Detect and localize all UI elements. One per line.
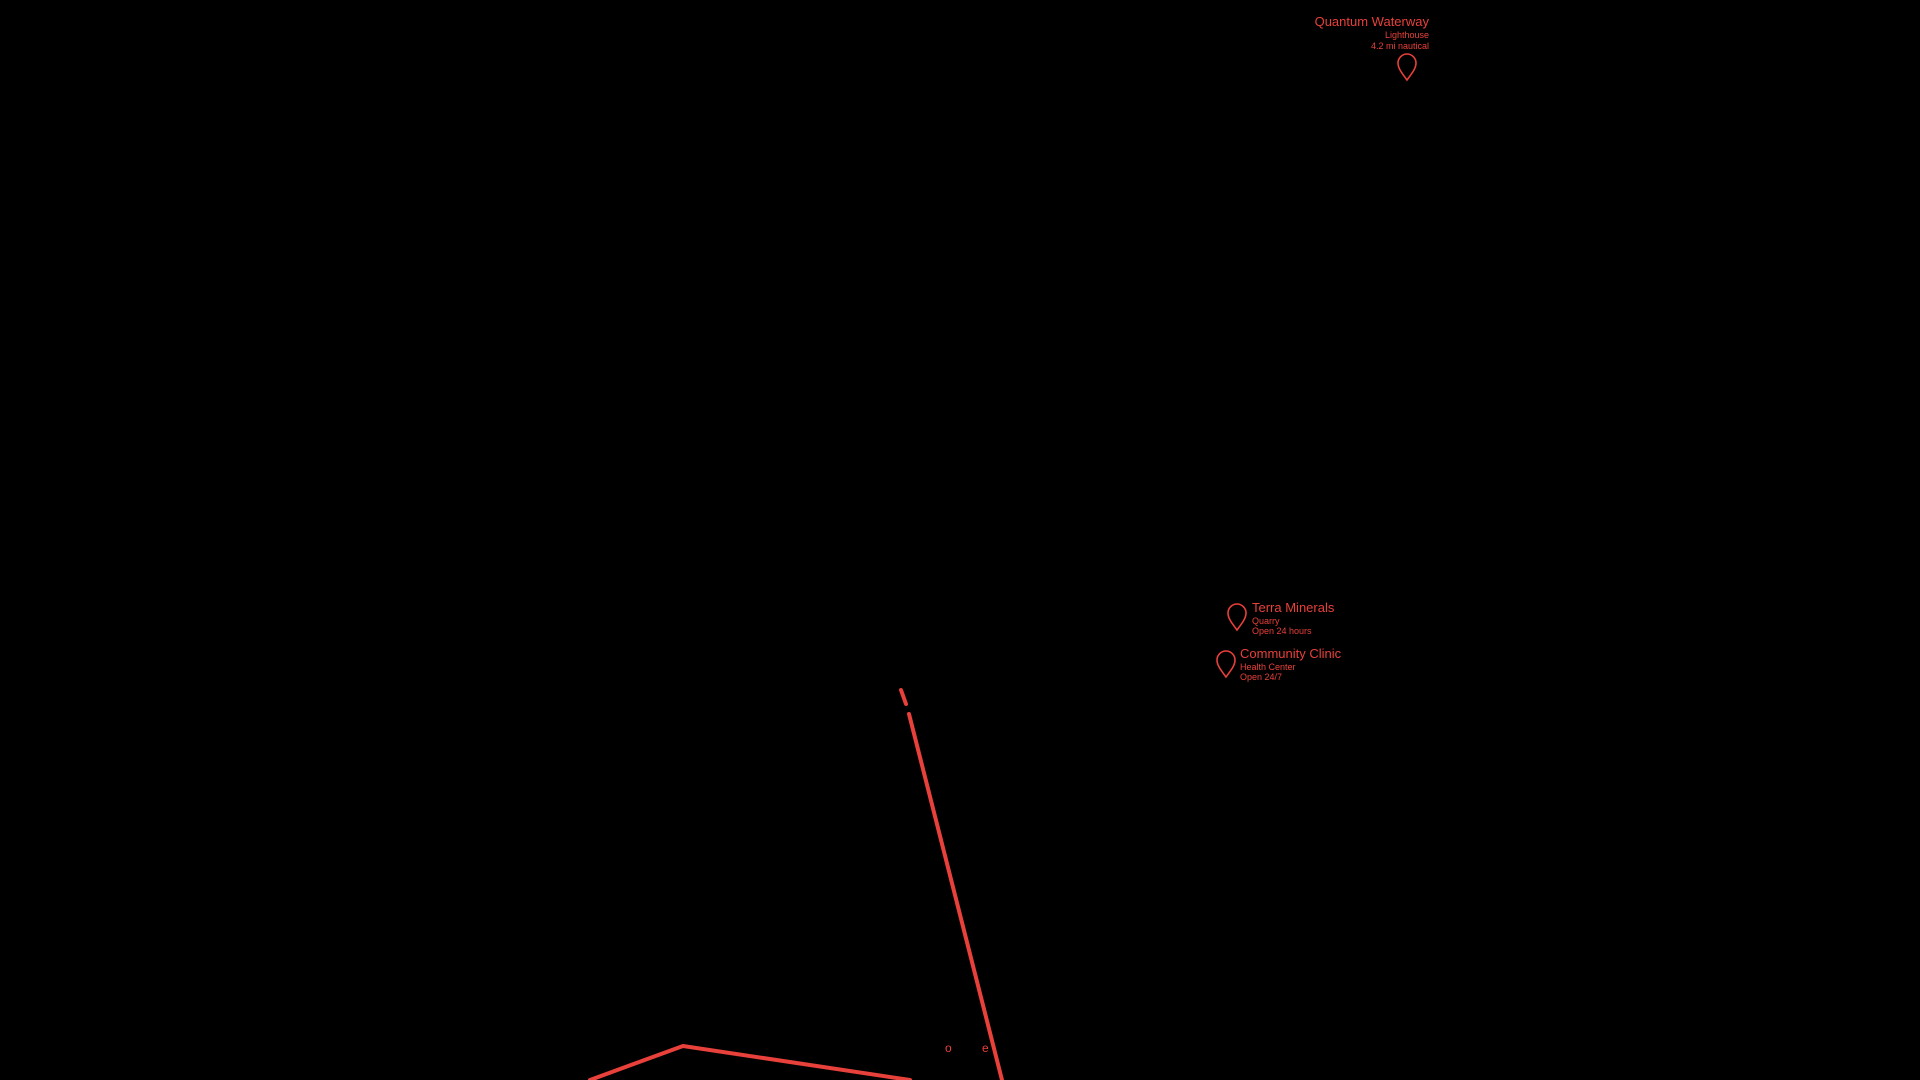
road-layer: o e: [588, 688, 1004, 1080]
poi-category: Health Center: [1240, 662, 1296, 672]
poi-detail: Open 24/7: [1240, 672, 1282, 682]
poi-category: Quarry: [1252, 616, 1280, 626]
poi-quantum-waterway[interactable]: Quantum Waterway Lighthouse 4.2 mi nauti…: [1315, 14, 1430, 82]
road-label-e: e: [982, 1041, 989, 1055]
poi-community-clinic[interactable]: Community Clinic Health Center Open 24/7: [1216, 646, 1342, 682]
road-label-o: o: [945, 1041, 952, 1055]
poi-detail: 4.2 mi nautical: [1371, 41, 1429, 51]
poi-detail: Open 24 hours: [1252, 626, 1312, 636]
poi-name: Terra Minerals: [1252, 600, 1335, 615]
map-pin-icon: [1397, 53, 1417, 82]
map-pin-icon: [1216, 650, 1236, 679]
road-highway: [907, 712, 1004, 1080]
road-secondary: [588, 1044, 912, 1080]
poi-terra-minerals[interactable]: Terra Minerals Quarry Open 24 hours: [1227, 600, 1335, 636]
poi-name: Quantum Waterway: [1315, 14, 1430, 29]
map-pin-icon: [1227, 603, 1247, 632]
poi-name: Community Clinic: [1240, 646, 1342, 661]
poi-category: Lighthouse: [1385, 30, 1429, 40]
road-dashed-segment: [899, 688, 908, 706]
